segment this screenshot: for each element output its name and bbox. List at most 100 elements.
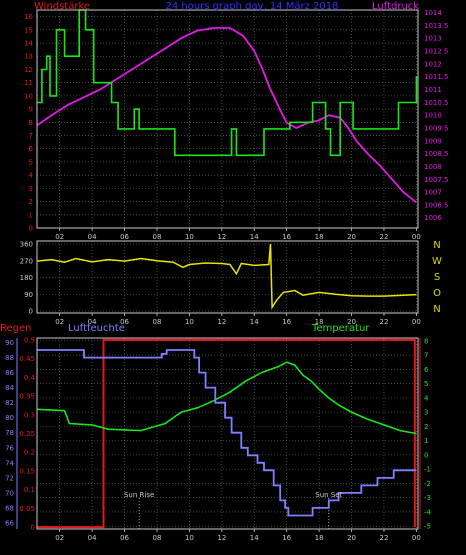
p1-x-tick-label: 12 <box>217 233 226 241</box>
direction-letter-s: S <box>434 272 440 283</box>
temperature-tick-label: -5 <box>424 523 431 531</box>
sun-set-label: Sun Set <box>315 491 342 499</box>
p3-x-tick-label: 06 <box>120 534 129 542</box>
pressure-tick-label: 1012 <box>424 60 442 68</box>
humidity-tick-label: 76 <box>5 444 14 452</box>
direction-tick-label: 180 <box>20 274 33 282</box>
p2-x-tick-label: 08 <box>153 318 162 326</box>
wind-tick-label: 1 <box>29 211 33 219</box>
p1-x-tick-label: 20 <box>347 233 356 241</box>
wind-tick-label: 15 <box>24 26 33 34</box>
rain-tick-label: 0.45 <box>19 355 35 363</box>
p1-x-tick-label: 00 <box>412 233 421 241</box>
temperature-tick-label: 2 <box>424 423 428 431</box>
p2-x-tick-label: 10 <box>185 318 194 326</box>
temperature-tick-label: 1 <box>424 437 428 445</box>
direction-tick-label: 0 <box>29 308 33 316</box>
temperature-tick-label: 3 <box>424 409 428 417</box>
p2-x-tick-label: 18 <box>315 318 324 326</box>
rain-tick-label: 0.1 <box>24 486 35 494</box>
wind-tick-label: 11 <box>24 79 33 87</box>
sun-rise-label: Sun Rise <box>124 491 154 499</box>
pressure-tick-label: 1012.5 <box>424 48 449 56</box>
wind-tick-label: 13 <box>24 53 33 61</box>
direction-letter-n: N <box>433 240 440 251</box>
pressure-tick-label: 1006.5 <box>424 201 449 209</box>
p3-x-tick-label: 12 <box>217 534 226 542</box>
p2-x-tick-label: 16 <box>282 318 291 326</box>
temperature-tick-label: 7 <box>424 352 428 360</box>
pressure-axis-label: Luftdruck <box>372 1 419 12</box>
humidity-series-line <box>37 349 417 517</box>
wind-tick-label: 3 <box>29 185 33 193</box>
rain-tick-label: 0.05 <box>19 505 35 513</box>
wind-direction-line <box>36 243 417 310</box>
humidity-tick-label: 66 <box>5 519 14 527</box>
wind-tick-label: 16 <box>24 13 33 21</box>
temperature-axis-label: Temperatur <box>311 323 370 334</box>
p3-x-tick-label: 16 <box>282 534 291 542</box>
p3-x-tick-label: 22 <box>379 534 388 542</box>
pressure-tick-label: 1011.5 <box>424 73 449 81</box>
pressure-tick-label: 1007.5 <box>424 176 449 184</box>
rain-tick-label: 0.3 <box>24 411 35 419</box>
rain-tick-label: 0.25 <box>19 430 35 438</box>
humidity-tick-label: 86 <box>5 369 14 377</box>
pressure-tick-label: 1009.5 <box>424 124 449 132</box>
humidity-tick-label: 84 <box>5 384 14 392</box>
humidity-tick-label: 78 <box>5 429 14 437</box>
p2-x-tick-label: 06 <box>120 318 129 326</box>
humidity-tick-label: 68 <box>5 504 14 512</box>
direction-letter-o: O <box>433 288 441 299</box>
temperature-tick-label: 5 <box>424 380 428 388</box>
wind-tick-label: 0 <box>29 225 33 233</box>
p1-x-tick-label: 08 <box>153 233 162 241</box>
pressure-series-line <box>36 27 417 204</box>
p2-x-tick-label: 20 <box>347 318 356 326</box>
wind-tick-label: 7 <box>29 132 33 140</box>
humidity-tick-label: 74 <box>5 459 14 467</box>
p1-x-tick-label: 04 <box>88 233 97 241</box>
p3-x-tick-label: 02 <box>55 534 64 542</box>
humidity-tick-label: 72 <box>5 474 14 482</box>
temperature-tick-label: -3 <box>424 494 431 502</box>
p2-x-tick-label: 22 <box>379 318 388 326</box>
wind-tick-label: 10 <box>24 92 33 100</box>
p1-x-tick-label: 18 <box>315 233 324 241</box>
humidity-tick-label: 90 <box>5 339 14 347</box>
pressure-tick-label: 1008 <box>424 163 442 171</box>
pressure-tick-label: 1010.5 <box>424 99 449 107</box>
rain-series-line <box>37 338 416 529</box>
wind-tick-label: 4 <box>29 172 34 180</box>
rain-tick-label: 0 <box>31 524 35 532</box>
pressure-tick-label: 1009 <box>424 137 442 145</box>
wind-tick-label: 14 <box>24 40 33 48</box>
wind-tick-label: 6 <box>29 145 34 153</box>
p3-x-tick-label: 04 <box>88 534 97 542</box>
pressure-tick-label: 1013 <box>424 35 442 43</box>
humidity-tick-label: 88 <box>5 354 14 362</box>
wind-tick-label: 9 <box>29 106 33 114</box>
p2-x-tick-label: 00 <box>412 318 421 326</box>
p1-x-tick-label: 06 <box>120 233 129 241</box>
rain-tick-label: 0.35 <box>19 393 35 401</box>
humidity-tick-label: 70 <box>5 489 14 497</box>
rain-tick-label: 0.2 <box>24 449 35 457</box>
p3-x-tick-label: 14 <box>250 534 259 542</box>
p1-x-tick-label: 02 <box>55 233 64 241</box>
humidity-tick-label: 80 <box>5 414 14 422</box>
temperature-tick-label: -2 <box>424 480 431 488</box>
direction-letter-w: W <box>432 256 442 267</box>
temperature-tick-label: 8 <box>424 337 428 345</box>
pressure-tick-label: 1011 <box>424 86 442 94</box>
temperature-tick-label: -1 <box>424 466 431 474</box>
p3-frame <box>36 337 419 530</box>
p2-x-tick-label: 04 <box>88 318 97 326</box>
wind-tick-label: 12 <box>24 66 33 74</box>
wind-series-line <box>37 9 418 157</box>
p3-x-tick-label: 18 <box>315 534 324 542</box>
p3-x-tick-label: 08 <box>153 534 162 542</box>
direction-letter-n: N <box>433 304 440 315</box>
direction-tick-label: 270 <box>20 257 33 265</box>
p3-x-tick-label: 10 <box>185 534 194 542</box>
